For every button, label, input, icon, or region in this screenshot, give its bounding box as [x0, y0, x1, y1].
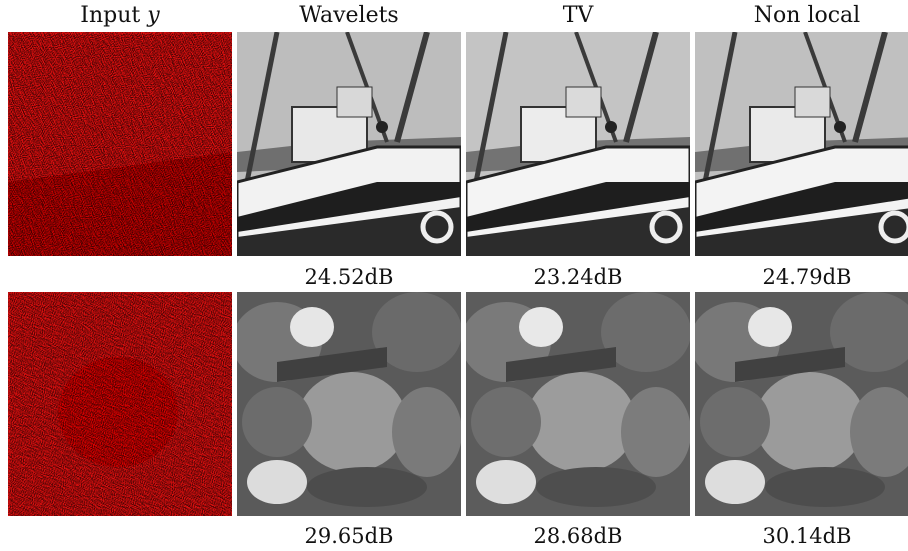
peppers-noisy-input-image	[8, 292, 232, 516]
peppers-nonlocal-psnr: 30.14dB	[762, 524, 852, 548]
peppers-tv-svg	[466, 292, 690, 516]
variable-y: y	[147, 3, 160, 28]
peppers-tv-image	[466, 292, 690, 516]
peppers-tv-psnr: 28.68dB	[533, 524, 623, 548]
column-header-input: Input y	[80, 3, 160, 28]
boat-wavelets-svg	[237, 32, 461, 256]
column-header-wavelets: Wavelets	[299, 3, 399, 28]
boat-nonlocal-psnr: 24.79dB	[762, 265, 852, 289]
boat-noisy-input-image	[8, 32, 232, 256]
peppers-wavelets-psnr: 29.65dB	[304, 524, 394, 548]
column-header-tv: TV	[562, 3, 594, 28]
boat-noisy-svg	[8, 32, 232, 256]
peppers-wavelets-image	[237, 292, 461, 516]
boat-nonlocal-image	[695, 32, 908, 256]
boat-tv-psnr: 23.24dB	[533, 265, 623, 289]
boat-nonlocal-svg	[695, 32, 908, 256]
boat-wavelets-image	[237, 32, 461, 256]
boat-wavelets-psnr: 24.52dB	[304, 265, 394, 289]
peppers-nonlocal-image	[695, 292, 908, 516]
peppers-wavelets-svg	[237, 292, 461, 516]
boat-tv-svg	[466, 32, 690, 256]
column-header-nonlocal: Non local	[753, 3, 861, 28]
peppers-nonlocal-svg	[695, 292, 908, 516]
boat-tv-image	[466, 32, 690, 256]
peppers-noisy-svg	[8, 292, 232, 516]
